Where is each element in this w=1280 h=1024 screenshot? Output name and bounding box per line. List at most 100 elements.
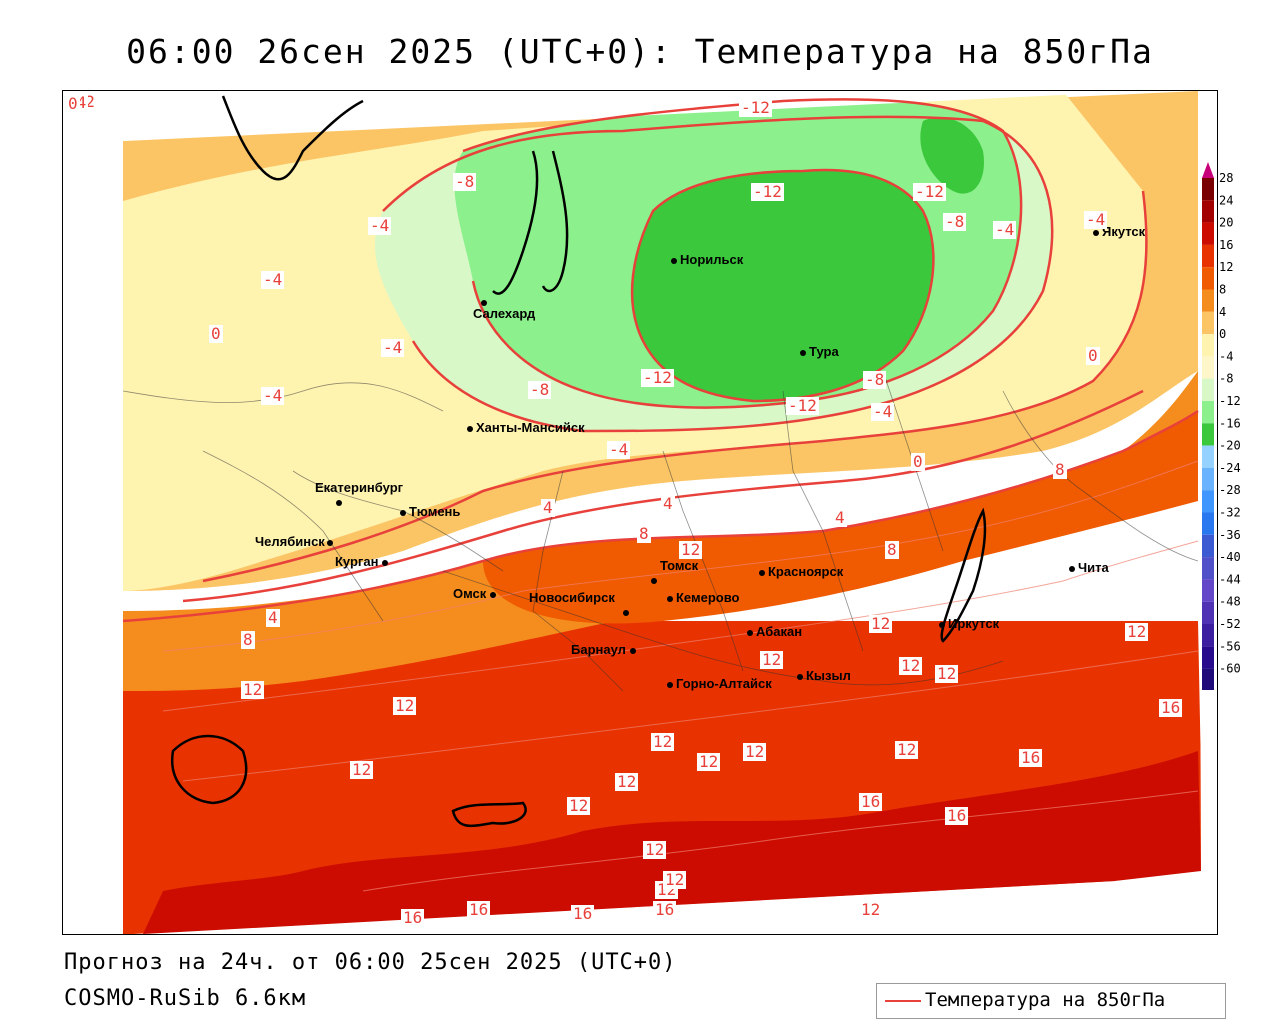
scale-tick-label: -52	[1219, 617, 1241, 631]
city-dot	[797, 674, 803, 680]
city-tura: Тура	[800, 341, 839, 360]
coastline-north	[221, 95, 364, 181]
city-dot	[382, 560, 389, 566]
scale-tick-label: 4	[1219, 305, 1226, 319]
contour-label: 12	[615, 772, 639, 791]
model-caption: COSMO-RuSib 6.6км	[64, 986, 307, 1011]
scale-swatch	[1202, 311, 1214, 335]
contour-label: -8	[453, 172, 477, 191]
city-dot	[467, 426, 473, 432]
contour-label: 16	[945, 806, 969, 825]
scale-tick-label: 28	[1219, 171, 1233, 185]
scale-tick-label: 12	[1219, 260, 1233, 274]
scale-swatch	[1202, 200, 1214, 223]
isotherm-minus4	[382, 115, 1054, 433]
city-dot	[481, 300, 487, 306]
city-label: Иркутск	[948, 616, 1000, 631]
city-yakutsk: Якутск	[1093, 221, 1145, 240]
scale-swatch	[1202, 423, 1214, 446]
city-krasnoyarsk: Красноярск	[759, 561, 843, 580]
city-label: Тура	[809, 344, 839, 359]
city-salekhard-label-wrap: Салехард	[473, 303, 535, 322]
legend-box: Температура на 850гПа	[876, 983, 1226, 1019]
city-dot	[490, 592, 497, 598]
scale-swatch	[1202, 244, 1214, 268]
city-dot	[667, 682, 673, 688]
city-chita: Чита	[1069, 557, 1109, 576]
contour-label: 16	[571, 904, 595, 923]
scale-swatch	[1202, 222, 1214, 245]
city-dot	[671, 258, 677, 264]
scale-swatch	[1202, 624, 1214, 647]
contour-label: 12	[651, 732, 675, 751]
contour-label: 0	[66, 94, 80, 113]
isotherm-8	[122, 409, 1199, 623]
isotherm-minus8	[462, 98, 1023, 409]
contour-label: -8	[943, 212, 967, 231]
city-novosibirsk-dot	[623, 601, 629, 620]
temp-field-12b	[483, 411, 1198, 624]
color-scale: 28 24 20 16 12 8 4 0 -4 -8 -12 -16 -20 -24 -28 -32 -36 -4…	[1202, 162, 1241, 690]
contour-label: -4	[993, 220, 1017, 239]
city-norilsk: Норильск	[671, 249, 743, 268]
city-gorno-altaysk: Горно-Алтайск	[667, 673, 772, 692]
city-label: Кызыл	[806, 668, 851, 683]
contour-label: 16	[467, 900, 491, 919]
lake-balkhash	[451, 801, 527, 828]
scale-tick-label: 0	[1219, 327, 1226, 341]
city-dot	[759, 570, 765, 576]
contour-label: 12	[241, 680, 265, 699]
temp-field-16	[143, 751, 1201, 934]
scale-swatch	[1202, 467, 1214, 491]
isotherm-minus12	[630, 168, 935, 403]
contour-label: 12	[895, 740, 919, 759]
aral-sea	[170, 734, 248, 805]
city-dot	[1069, 566, 1075, 572]
scale-swatch	[1202, 267, 1214, 290]
forecast-caption: Прогноз на 24ч. от 06:00 25сен 2025 (UTC…	[64, 950, 677, 975]
contour-label: -4	[368, 216, 392, 235]
contour-label: 16	[859, 792, 883, 811]
contour-label: 4	[833, 508, 847, 527]
city-kemerovo: Кемерово	[667, 587, 739, 606]
contour-label: -4	[261, 386, 285, 405]
city-tomsk: Томск	[651, 558, 698, 584]
contour-label: 12	[643, 840, 667, 859]
city-barnaul: Барнаул	[571, 639, 636, 658]
city-tyumen: Тюмень	[400, 501, 460, 520]
scale-tick-label: -44	[1219, 572, 1241, 586]
city-label: Томск	[660, 558, 699, 573]
contour-label: 12	[760, 650, 784, 669]
scale-tick-label: -20	[1219, 439, 1241, 453]
scale-swatch	[1202, 534, 1214, 558]
contour-label: 4	[661, 494, 675, 513]
scale-swatch	[1202, 401, 1214, 424]
city-label: Чита	[1078, 560, 1109, 575]
outside-domain-se	[1103, 871, 1217, 934]
city-ekaterinburg-label-wrap: Екатеринбург	[315, 477, 403, 496]
city-kurgan: Курган	[335, 551, 389, 570]
city-label: Кемерово	[676, 590, 740, 605]
city-omsk: Омск	[453, 583, 497, 602]
map-panel: Норильск Салехард Тура Якутск Ханты-Манс…	[62, 90, 1218, 935]
contour-label: 12	[899, 656, 923, 675]
city-kyzyl: Кызыл	[797, 665, 851, 684]
isotherm-4	[182, 389, 1144, 603]
city-dot	[336, 500, 342, 506]
city-khanty-mansiysk: Ханты-Мансийск	[467, 417, 585, 436]
contour-label: -12	[913, 182, 946, 201]
scale-swatch	[1202, 334, 1214, 357]
contour-label: 16	[1159, 698, 1183, 717]
city-dot	[800, 350, 806, 356]
city-label: Красноярск	[768, 564, 844, 579]
scale-tick-label: -4	[1219, 349, 1233, 363]
city-label: Абакан	[756, 624, 803, 639]
contour-label: 12	[393, 696, 417, 715]
city-dot	[667, 596, 673, 602]
legend-line-swatch	[885, 1000, 921, 1002]
city-label: Салехард	[473, 306, 536, 321]
contour-label: 16	[401, 908, 425, 927]
contour-label: -4	[261, 270, 285, 289]
city-dot	[939, 622, 945, 628]
scale-swatch	[1202, 378, 1214, 401]
